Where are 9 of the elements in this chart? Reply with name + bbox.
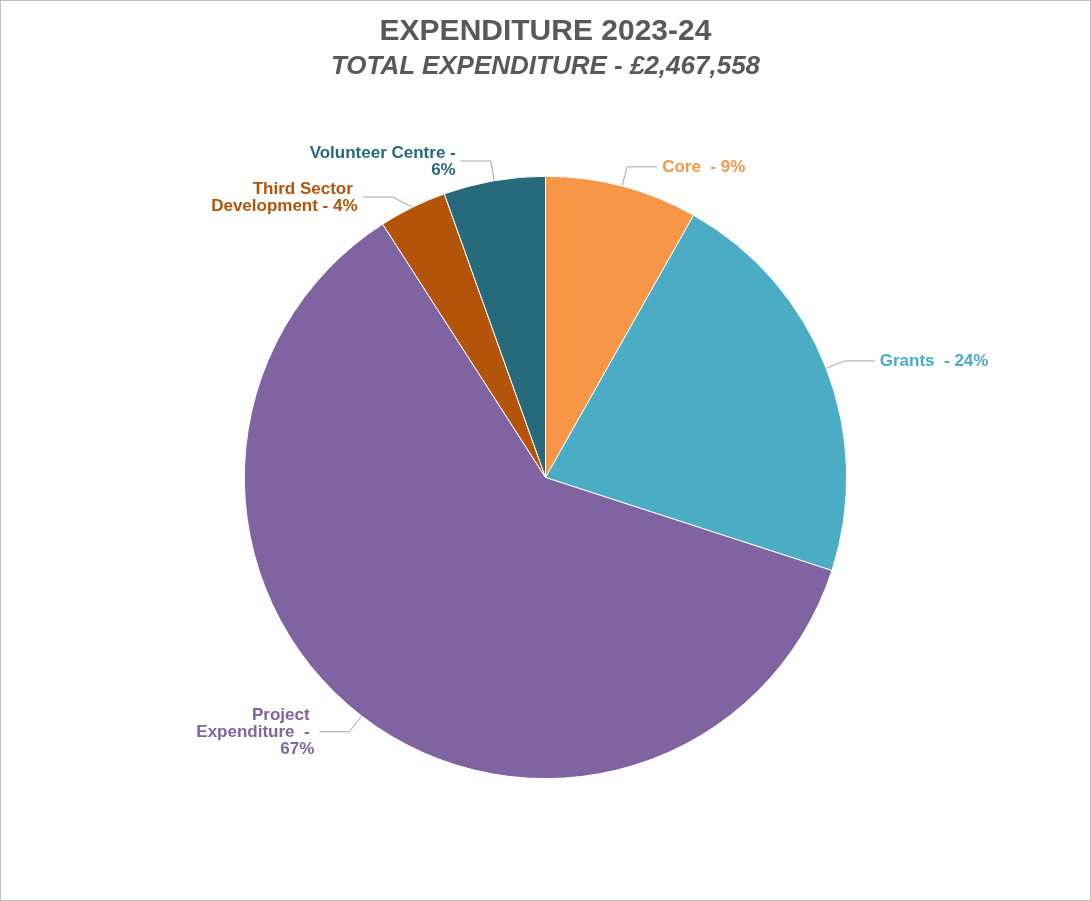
slice-label: Grants - 24%: [879, 351, 989, 371]
slice-label: Volunteer Centre -: [309, 143, 456, 163]
data-label: 67%: [280, 739, 315, 759]
chart-subtitle: TOTAL EXPENDITURE - £2,467,558: [330, 50, 761, 80]
slice-label: Core - 9%: [662, 157, 746, 177]
data-label: 6%: [426, 160, 456, 180]
slice-label: Third Sector Development - 4%: [211, 179, 358, 216]
slice-label: Project Expenditure -: [196, 705, 315, 742]
chart-title: EXPENDITURE 2023-24: [379, 12, 712, 46]
